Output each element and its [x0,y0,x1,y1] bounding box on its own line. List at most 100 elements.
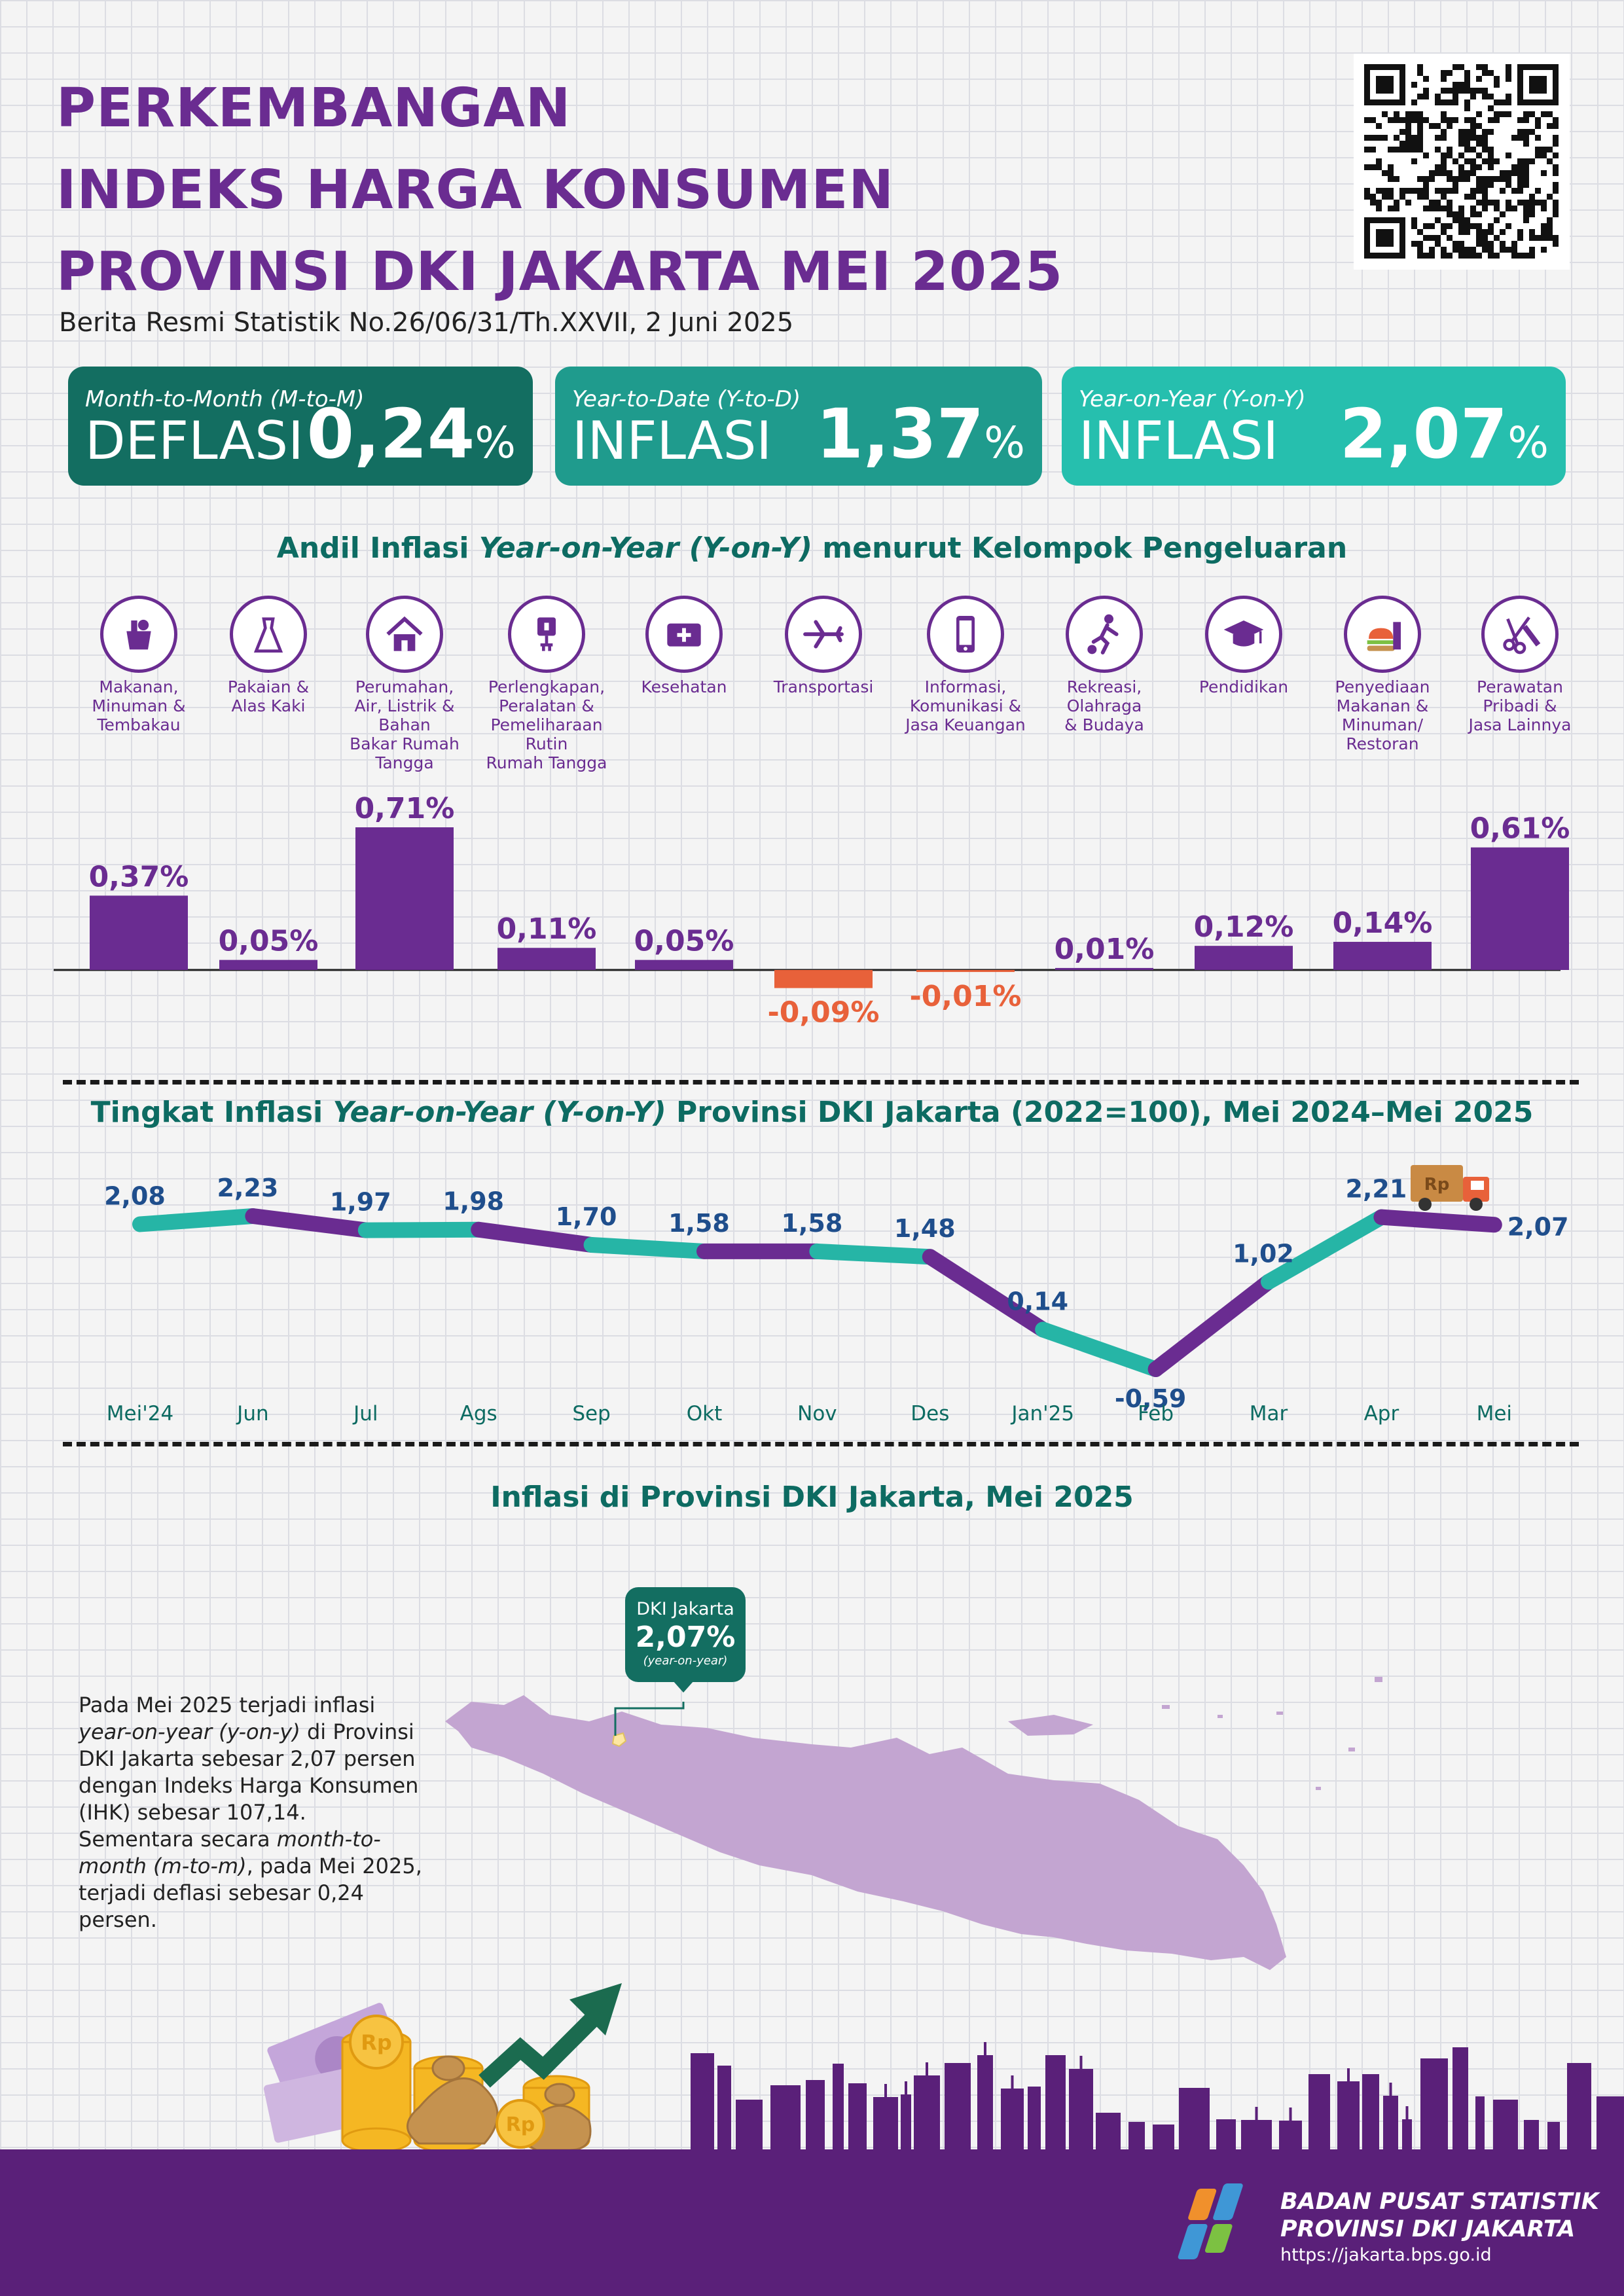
bps-org-line-1: BADAN PUSAT STATISTIK [1280,2189,1599,2215]
yoy-value: 2,07% [1339,394,1549,474]
contribution-bar-chart: 0,37% 0,05% 0,71% 0,11% 0,05% -0,09% -0,01% 0,0… [54,792,1570,1030]
point-value-label: 2,23 [217,1174,279,1202]
point-value-label: 1,58 [782,1209,843,1238]
line-chart-title: Tingkat Inflasi Year-on-Year (Y-on-Y) Pr… [90,1096,1534,1129]
yoy-box: Year-on-Year (Y-on-Y) INFLASI 2,07% [1062,367,1566,486]
yoy-kind: INFLASI [1079,410,1278,471]
city-skyline [691,2042,1624,2153]
java-island-map [445,1677,1382,1970]
bar [90,895,188,970]
callout-value: 2,07% [635,1621,736,1654]
svg-text:Rp: Rp [506,2113,535,2136]
ytd-value: 1,37% [816,394,1025,474]
bar [355,827,454,970]
medical-kit-icon [645,596,723,673]
bar-value-label: 0,14% [1333,906,1433,940]
x-axis-tick-label: Sep [572,1402,610,1426]
yoy-inflation-line-chart: 2,08 Mei'24 2,23 Jun 1,97 Jul 1,98 Ags 1,70 Sep 1,… [104,1165,1569,1426]
point-value-label: -0,59 [1115,1384,1187,1413]
title-line-3: PROVINSI DKI JAKARTA MEI 2025 [56,241,1064,303]
line-segment [245,1208,374,1238]
bps-org-line-2: PROVINSI DKI JAKARTA [1280,2216,1576,2242]
divider-1 [63,1080,1579,1085]
category-label: Pendidikan [1199,677,1289,696]
bar-value-label: 0,37% [89,860,189,893]
line-segment [132,1208,261,1232]
scissors-comb-icon [1481,596,1559,673]
line-segment [809,1243,938,1265]
point-value-label: 1,70 [556,1202,617,1231]
point-value-label: 1,98 [442,1187,504,1216]
bar [219,960,317,970]
bps-logo-icon[interactable] [1169,2179,1274,2265]
x-axis-tick-label: Nov [797,1402,837,1426]
bar [916,970,1015,973]
qr-code-icon[interactable] [1354,54,1570,270]
bar-value-label: 0,01% [1055,933,1155,966]
category-label: Perawatan Pribadi & Jasa Lainnya [1468,677,1572,734]
line-segment [1261,1209,1390,1290]
category-label: Makanan, Minuman & Tembakau [92,677,186,734]
house-icon [366,596,443,673]
map-section-title: Inflasi di Provinsi DKI Jakarta, Mei 202… [490,1480,1134,1514]
x-axis-tick-label: Mei [1477,1402,1512,1426]
point-value-label: 2,21 [1346,1175,1407,1204]
x-axis-tick-label: Des [911,1402,949,1426]
bar-value-label: 0,12% [1194,910,1294,944]
mtm-value: 0,24% [306,394,516,474]
x-axis-tick-label: Jun [236,1402,268,1426]
divider-2 [63,1442,1579,1446]
smartphone-icon [927,596,1004,673]
svg-text:Rp: Rp [361,2030,392,2055]
press-release-subtitle: Berita Resmi Statistik No.26/06/31/Th.XX… [59,308,794,338]
x-axis-tick-label: Feb [1138,1402,1174,1426]
bar [1055,967,1153,970]
svg-text:Rp: Rp [1424,1175,1450,1194]
x-axis-tick-label: Mar [1250,1402,1288,1426]
mtm-box: Month-to-Month (M-to-M) DEFLASI 0,24% [68,367,533,486]
airplane-icon [785,596,862,673]
food-basket-icon [100,596,177,673]
x-axis-tick-label: Jul [352,1402,378,1426]
category-label: Rekreasi, Olahraga & Budaya [1064,677,1144,734]
bar [1471,847,1569,970]
x-axis-tick-label: Okt [687,1402,723,1426]
category-label: Kesehatan [641,677,727,696]
x-axis-tick-label: Ags [460,1402,497,1426]
bar-value-label: -0,01% [910,980,1022,1013]
point-value-label: 1,48 [894,1214,956,1243]
line-segment [922,1249,1051,1338]
dki-jakarta-callout: DKI Jakarta 2,07% (year-on-year) [625,1587,746,1682]
point-value-label: 1,97 [330,1188,391,1217]
football-player-icon [1066,596,1143,673]
ytd-kind: INFLASI [572,410,772,471]
ytd-label: Year-to-Date (Y-to-D) [572,386,801,412]
point-value-label: 1,02 [1233,1239,1294,1268]
category-label: Perumahan, Air, Listrik & Bahan Bakar Rumah… [350,677,460,772]
title-line-1: PERKEMBANGAN [56,77,571,139]
point-value-label: 2,08 [104,1181,166,1210]
line-segment [471,1221,600,1253]
bar [497,948,596,970]
x-axis-tick-label: Jan'25 [1010,1402,1074,1426]
bar-value-label: 0,05% [634,925,734,958]
footer-bar [0,2149,1624,2296]
bar-value-label: 0,11% [497,912,597,946]
money-illustration: Rp Rp [263,1983,622,2153]
bps-website-link[interactable]: https://jakarta.bps.go.id [1280,2245,1492,2265]
line-segment [583,1236,712,1259]
category-label: Pakaian & Alas Kaki [227,677,310,715]
fast-food-icon [1344,596,1421,673]
callout-region: DKI Jakarta [636,1599,734,1619]
ytd-box: Year-to-Date (Y-to-D) INFLASI 1,37% [555,367,1042,486]
point-value-label: 0,14 [1007,1287,1068,1316]
point-value-label: 2,07 [1507,1212,1569,1241]
summary-paragraph: Pada Mei 2025 terjadi inflasi year-on-ye… [79,1693,422,1932]
bar-value-label: 0,71% [355,792,455,825]
line-segment [1147,1274,1276,1377]
graduation-cap-icon [1205,596,1282,673]
point-value-label: 1,58 [668,1209,730,1238]
bar-value-label: 0,61% [1470,812,1570,846]
mtm-kind: DEFLASI [85,410,304,471]
line-segment [1373,1209,1502,1233]
